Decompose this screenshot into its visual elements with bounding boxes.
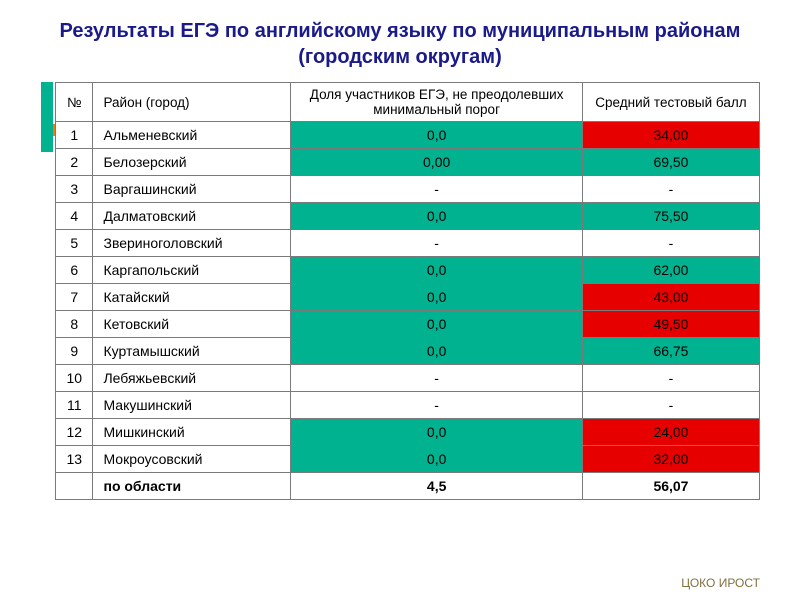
cell-score: 49,50 [582, 311, 759, 338]
cell-share: - [291, 230, 583, 257]
footer-text: ЦОКО ИРОСТ [681, 576, 760, 590]
cell-num: 7 [56, 284, 93, 311]
cell-score: - [582, 230, 759, 257]
cell-share: 0,0 [291, 257, 583, 284]
cell-num: 11 [56, 392, 93, 419]
cell-district: Мишкинский [93, 419, 291, 446]
table-container: № Район (город) Доля участников ЕГЭ, не … [55, 82, 760, 500]
table-header-row: № Район (город) Доля участников ЕГЭ, не … [56, 83, 760, 122]
summary-label: по области [93, 473, 291, 500]
cell-score: - [582, 365, 759, 392]
cell-score: 66,75 [582, 338, 759, 365]
cell-district: Макушинский [93, 392, 291, 419]
cell-num: 6 [56, 257, 93, 284]
cell-share: 0,0 [291, 203, 583, 230]
cell-num: 2 [56, 149, 93, 176]
summary-score: 56,07 [582, 473, 759, 500]
cell-share: 0,00 [291, 149, 583, 176]
table-row: 11Макушинский-- [56, 392, 760, 419]
table-row: 4Далматовский0,075,50 [56, 203, 760, 230]
summary-row: по области 4,5 56,07 [56, 473, 760, 500]
page-title: Результаты ЕГЭ по английскому языку по м… [0, 0, 800, 82]
cell-score: - [582, 176, 759, 203]
cell-score: 24,00 [582, 419, 759, 446]
cell-share: - [291, 176, 583, 203]
cell-share: 0,0 [291, 284, 583, 311]
cell-num: 5 [56, 230, 93, 257]
cell-score: 43,00 [582, 284, 759, 311]
cell-share: 0,0 [291, 311, 583, 338]
cell-district: Варгашинский [93, 176, 291, 203]
cell-score: 32,00 [582, 446, 759, 473]
cell-score: - [582, 392, 759, 419]
cell-share: - [291, 365, 583, 392]
cell-num: 1 [56, 122, 93, 149]
table-row: 3Варгашинский-- [56, 176, 760, 203]
cell-share: 0,0 [291, 446, 583, 473]
col-header-district: Район (город) [93, 83, 291, 122]
col-header-score: Средний тестовый балл [582, 83, 759, 122]
cell-district: Каргапольский [93, 257, 291, 284]
cell-num: 13 [56, 446, 93, 473]
table-row: 10Лебяжьевский-- [56, 365, 760, 392]
cell-share: 0,0 [291, 338, 583, 365]
table-row: 8Кетовский0,049,50 [56, 311, 760, 338]
cell-score: 69,50 [582, 149, 759, 176]
cell-district: Катайский [93, 284, 291, 311]
cell-share: 0,0 [291, 122, 583, 149]
cell-score: 75,50 [582, 203, 759, 230]
results-table: № Район (город) Доля участников ЕГЭ, не … [55, 82, 760, 500]
cell-num: 8 [56, 311, 93, 338]
table-row: 1Альменевский0,034,00 [56, 122, 760, 149]
table-row: 13Мокроусовский0,032,00 [56, 446, 760, 473]
cell-num: 10 [56, 365, 93, 392]
cell-score: 34,00 [582, 122, 759, 149]
table-row: 9Куртамышский0,066,75 [56, 338, 760, 365]
accent-bar-vertical [41, 82, 53, 152]
cell-num: 12 [56, 419, 93, 446]
table-row: 7Катайский0,043,00 [56, 284, 760, 311]
cell-district: Альменевский [93, 122, 291, 149]
cell-district: Кетовский [93, 311, 291, 338]
cell-score: 62,00 [582, 257, 759, 284]
table-body: 1Альменевский0,034,002Белозерский0,0069,… [56, 122, 760, 473]
cell-district: Звериноголовский [93, 230, 291, 257]
cell-district: Далматовский [93, 203, 291, 230]
table-row: 6Каргапольский0,062,00 [56, 257, 760, 284]
cell-district: Белозерский [93, 149, 291, 176]
cell-district: Куртамышский [93, 338, 291, 365]
table-row: 5Звериноголовский-- [56, 230, 760, 257]
col-header-share: Доля участников ЕГЭ, не преодолевших мин… [291, 83, 583, 122]
cell-district: Мокроусовский [93, 446, 291, 473]
cell-share: 0,0 [291, 419, 583, 446]
cell-share: - [291, 392, 583, 419]
cell-num: 9 [56, 338, 93, 365]
summary-share: 4,5 [291, 473, 583, 500]
table-row: 2Белозерский0,0069,50 [56, 149, 760, 176]
table-row: 12Мишкинский0,024,00 [56, 419, 760, 446]
col-header-num: № [56, 83, 93, 122]
cell-district: Лебяжьевский [93, 365, 291, 392]
cell-num: 3 [56, 176, 93, 203]
summary-blank [56, 473, 93, 500]
cell-num: 4 [56, 203, 93, 230]
